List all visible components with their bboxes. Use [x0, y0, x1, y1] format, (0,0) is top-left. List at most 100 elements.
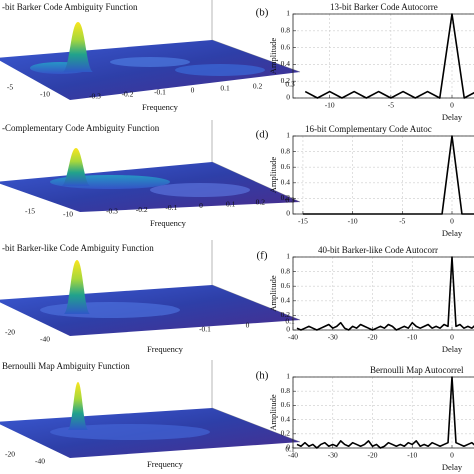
- delay-tick-label: -20: [5, 450, 15, 459]
- y-axis-label: Amplitude: [268, 394, 278, 431]
- x-tick-label: -40: [288, 451, 298, 460]
- chart-title: 16-bit Complementary Code Autoc: [305, 124, 432, 134]
- x-tick-label: -10: [407, 451, 417, 460]
- frequency-tick-label: -0.1: [154, 88, 166, 97]
- y-tick-label: 0.2: [281, 310, 291, 319]
- autocorrelation-line: [296, 376, 474, 449]
- y-tick-label: 0.8: [281, 26, 291, 35]
- x-tick-label: -10: [348, 217, 358, 226]
- y-tick-label: 0.2: [281, 76, 291, 85]
- x-axis-label: Delay: [442, 462, 463, 472]
- autocorrelation-line: [302, 135, 474, 215]
- y-tick-label: 0.6: [281, 162, 291, 171]
- surface-title: Bernoulli Map Ambiguity Function: [2, 361, 130, 371]
- delay-tick-label: -20: [5, 328, 15, 337]
- frequency-tick-label: 0.1: [285, 445, 295, 454]
- y-tick-label: 1: [286, 372, 290, 381]
- y-tick-label: 0.4: [281, 59, 291, 68]
- surface-c: [0, 120, 301, 212]
- x-tick-label: 0: [450, 333, 454, 342]
- x-tick-label: 0: [450, 101, 454, 110]
- y-tick-label: 0.2: [281, 429, 291, 438]
- x-tick-label: -30: [328, 451, 338, 460]
- autocorrelation-line: [296, 256, 474, 331]
- y-tick-label: 0.4: [281, 178, 291, 187]
- chart-title: Bernoulli Map Autocorrel: [370, 365, 464, 375]
- delay-tick-label: -40: [35, 457, 45, 466]
- y-tick-label: 1: [286, 131, 290, 140]
- frequency-tick-label: 0.1: [220, 84, 230, 93]
- surface-illustrations: [0, 0, 301, 458]
- y-tick-label: 0.4: [281, 414, 291, 423]
- y-tick-label: 0: [286, 443, 290, 452]
- delay-tick-label: -10: [63, 210, 73, 219]
- frequency-label: Frequency: [150, 218, 187, 228]
- x-tick-label: -40: [288, 333, 298, 342]
- frequency-tick-label: -0.1: [165, 203, 177, 212]
- frequency-tick-label: 0.1: [226, 199, 236, 208]
- panel-label: (f): [257, 250, 268, 262]
- x-tick-label: -5: [388, 101, 394, 110]
- x-tick-label: -10: [325, 101, 335, 110]
- panel-label: (b): [256, 7, 269, 19]
- y-tick-label: 0.6: [281, 281, 291, 290]
- frequency-tick-label: -0.3: [106, 207, 118, 216]
- frequency-tick-label: -0.2: [136, 205, 148, 214]
- axes-box: [292, 13, 474, 99]
- frequency-tick-label: 0: [191, 86, 195, 95]
- frequency-tick-label: -0.1: [199, 325, 211, 334]
- surface-a: [0, 0, 301, 100]
- surface-title: -Complementary Code Ambiguity Function: [2, 123, 160, 133]
- y-tick-label: 0.8: [281, 146, 291, 155]
- frequency-tick-label: 0: [199, 201, 203, 210]
- y-tick-label: 0.2: [281, 193, 291, 202]
- frequency-label: Frequency: [142, 102, 179, 112]
- x-tick-label: 0: [450, 217, 454, 226]
- x-axis-label: Delay: [442, 344, 463, 354]
- delay-tick-label: -40: [40, 335, 50, 344]
- frequency-label: Frequency: [147, 344, 184, 354]
- panel-label: (d): [256, 129, 269, 141]
- x-tick-label: -20: [368, 333, 378, 342]
- axes-box: [292, 256, 474, 331]
- y-axis-label: Amplitude: [268, 275, 278, 312]
- x-tick-label: -20: [368, 451, 378, 460]
- axes-box: [292, 376, 474, 449]
- chart-title: 13-bit Barker Code Autocorre: [330, 2, 438, 12]
- y-tick-label: 1: [286, 9, 290, 18]
- autocorrelation-line: [304, 13, 474, 99]
- y-tick-label: 0: [286, 93, 290, 102]
- y-tick-label: 0.8: [281, 266, 291, 275]
- frequency-tick-label: 0.1: [285, 317, 295, 326]
- delay-tick-label: -10: [40, 90, 50, 99]
- y-tick-label: 0: [286, 325, 290, 334]
- frequency-tick-label: 0: [246, 321, 250, 330]
- chart-title: 40-bit Barker-like Code Autocorr: [318, 245, 438, 255]
- y-tick-label: 0.8: [281, 386, 291, 395]
- x-tick-label: 0: [450, 451, 454, 460]
- y-tick-label: 1: [286, 252, 290, 261]
- panel-label: (h): [256, 370, 269, 382]
- frequency-tick-label: -0.3: [89, 92, 101, 101]
- delay-tick-label: -5: [7, 83, 13, 92]
- x-tick-label: -10: [407, 333, 417, 342]
- x-tick-label: -15: [298, 217, 308, 226]
- y-tick-label: 0.4: [281, 296, 291, 305]
- surface-g: [0, 360, 301, 458]
- frequency-tick-label: 0.3: [285, 196, 295, 205]
- delay-tick-label: -15: [25, 207, 35, 216]
- x-tick-label: -30: [328, 333, 338, 342]
- frequency-tick-label: -0.2: [122, 90, 134, 99]
- y-tick-label: 0.6: [281, 400, 291, 409]
- x-axis-label: Delay: [442, 228, 463, 238]
- x-tick-label: -5: [399, 217, 405, 226]
- y-axis-label: Amplitude: [268, 38, 278, 75]
- surface-title: -bit Barker-like Code Ambiguity Function: [2, 243, 154, 253]
- frequency-tick-label: 0.2: [253, 82, 263, 91]
- frequency-tick-label: 0.2: [256, 198, 266, 207]
- y-axis-label: Amplitude: [268, 157, 278, 194]
- y-tick-label: 0.6: [281, 42, 291, 51]
- frequency-label: Frequency: [147, 459, 184, 469]
- frequency-tick-label: 0.3: [285, 80, 295, 89]
